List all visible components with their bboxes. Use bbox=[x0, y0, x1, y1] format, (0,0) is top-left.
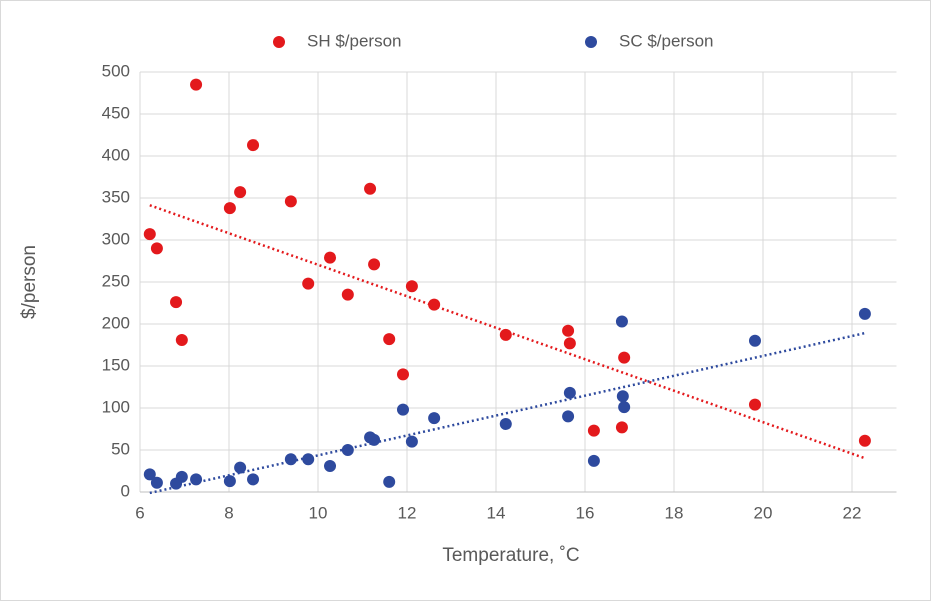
trendline bbox=[149, 331, 866, 495]
scatter-point bbox=[284, 453, 297, 466]
y-tick-label: 200 bbox=[102, 313, 130, 332]
y-tick-label: 400 bbox=[102, 145, 130, 164]
scatter-point bbox=[383, 475, 396, 488]
scatter-point bbox=[368, 433, 381, 446]
scatter-point bbox=[143, 468, 156, 481]
scatter-point bbox=[247, 139, 260, 152]
scatter-point bbox=[383, 333, 396, 346]
scatter-point bbox=[143, 228, 156, 241]
scatter-point bbox=[234, 186, 247, 199]
scatter-point bbox=[499, 328, 512, 341]
y-tick-label: 250 bbox=[102, 271, 130, 290]
x-tick-label: 22 bbox=[843, 503, 862, 522]
scatter-point bbox=[368, 258, 381, 271]
x-tick-label: 20 bbox=[754, 503, 773, 522]
scatter-point bbox=[396, 368, 409, 381]
y-tick-label: 100 bbox=[102, 397, 130, 416]
x-tick-label: 14 bbox=[487, 503, 506, 522]
trendline bbox=[149, 204, 866, 460]
scatter-point bbox=[175, 333, 188, 346]
scatter-point bbox=[499, 417, 512, 430]
scatter-point bbox=[562, 324, 575, 337]
scatter-point bbox=[587, 454, 600, 467]
scatter-point bbox=[341, 288, 354, 301]
scatter-point bbox=[302, 453, 315, 466]
scatter-point bbox=[405, 435, 418, 448]
scatter-point bbox=[302, 277, 315, 290]
scatter-point bbox=[428, 298, 441, 311]
scatter-point bbox=[190, 78, 203, 91]
y-tick-label: 500 bbox=[102, 61, 130, 80]
scatter-point bbox=[563, 386, 576, 399]
scatter-point bbox=[615, 315, 628, 328]
scatter-point bbox=[150, 242, 163, 255]
scatter-point bbox=[324, 459, 337, 472]
scatter-point bbox=[563, 337, 576, 350]
scatter-point bbox=[428, 412, 441, 425]
x-tick-label: 10 bbox=[309, 503, 328, 522]
legend-label: SH $/person bbox=[307, 31, 402, 50]
scatter-point bbox=[364, 182, 377, 195]
x-tick-label: 18 bbox=[665, 503, 684, 522]
y-tick-label: 50 bbox=[111, 439, 130, 458]
scatter-point bbox=[175, 470, 188, 483]
x-tick-label: 6 bbox=[135, 503, 144, 522]
scatter-point bbox=[223, 202, 236, 215]
scatter-point bbox=[223, 475, 236, 488]
x-tick-label: 8 bbox=[224, 503, 233, 522]
legend-marker bbox=[585, 36, 597, 48]
scatter-point bbox=[396, 403, 409, 416]
scatter-point bbox=[234, 461, 247, 474]
y-tick-label: 300 bbox=[102, 229, 130, 248]
scatter-point bbox=[405, 280, 418, 293]
scatter-point bbox=[150, 476, 163, 489]
scatter-point bbox=[858, 434, 871, 447]
x-tick-label: 12 bbox=[398, 503, 417, 522]
y-tick-label: 0 bbox=[121, 481, 130, 500]
x-axis-title: Temperature, ˚C bbox=[442, 545, 579, 566]
scatter-point bbox=[284, 195, 297, 208]
y-tick-label: 450 bbox=[102, 103, 130, 122]
y-axis-title: $/person bbox=[19, 245, 40, 319]
y-tick-label: 150 bbox=[102, 355, 130, 374]
scatter-point bbox=[748, 334, 761, 347]
scatter-point bbox=[615, 421, 628, 434]
scatter-point bbox=[616, 390, 629, 403]
legend-label: SC $/person bbox=[619, 31, 714, 50]
scatter-point bbox=[562, 410, 575, 423]
scatter-point bbox=[170, 296, 183, 309]
scatter-point bbox=[618, 351, 631, 364]
scatter-point bbox=[341, 444, 354, 456]
scatter-point bbox=[247, 473, 260, 486]
scatter-point bbox=[748, 398, 761, 411]
legend-marker bbox=[273, 36, 285, 48]
x-tick-label: 16 bbox=[576, 503, 595, 522]
scatter-point bbox=[618, 401, 631, 414]
y-tick-label: 350 bbox=[102, 187, 130, 206]
scatter-point bbox=[587, 424, 600, 437]
scatter-point bbox=[324, 251, 337, 264]
scatter-point bbox=[858, 307, 871, 320]
scatter-point bbox=[190, 473, 203, 486]
